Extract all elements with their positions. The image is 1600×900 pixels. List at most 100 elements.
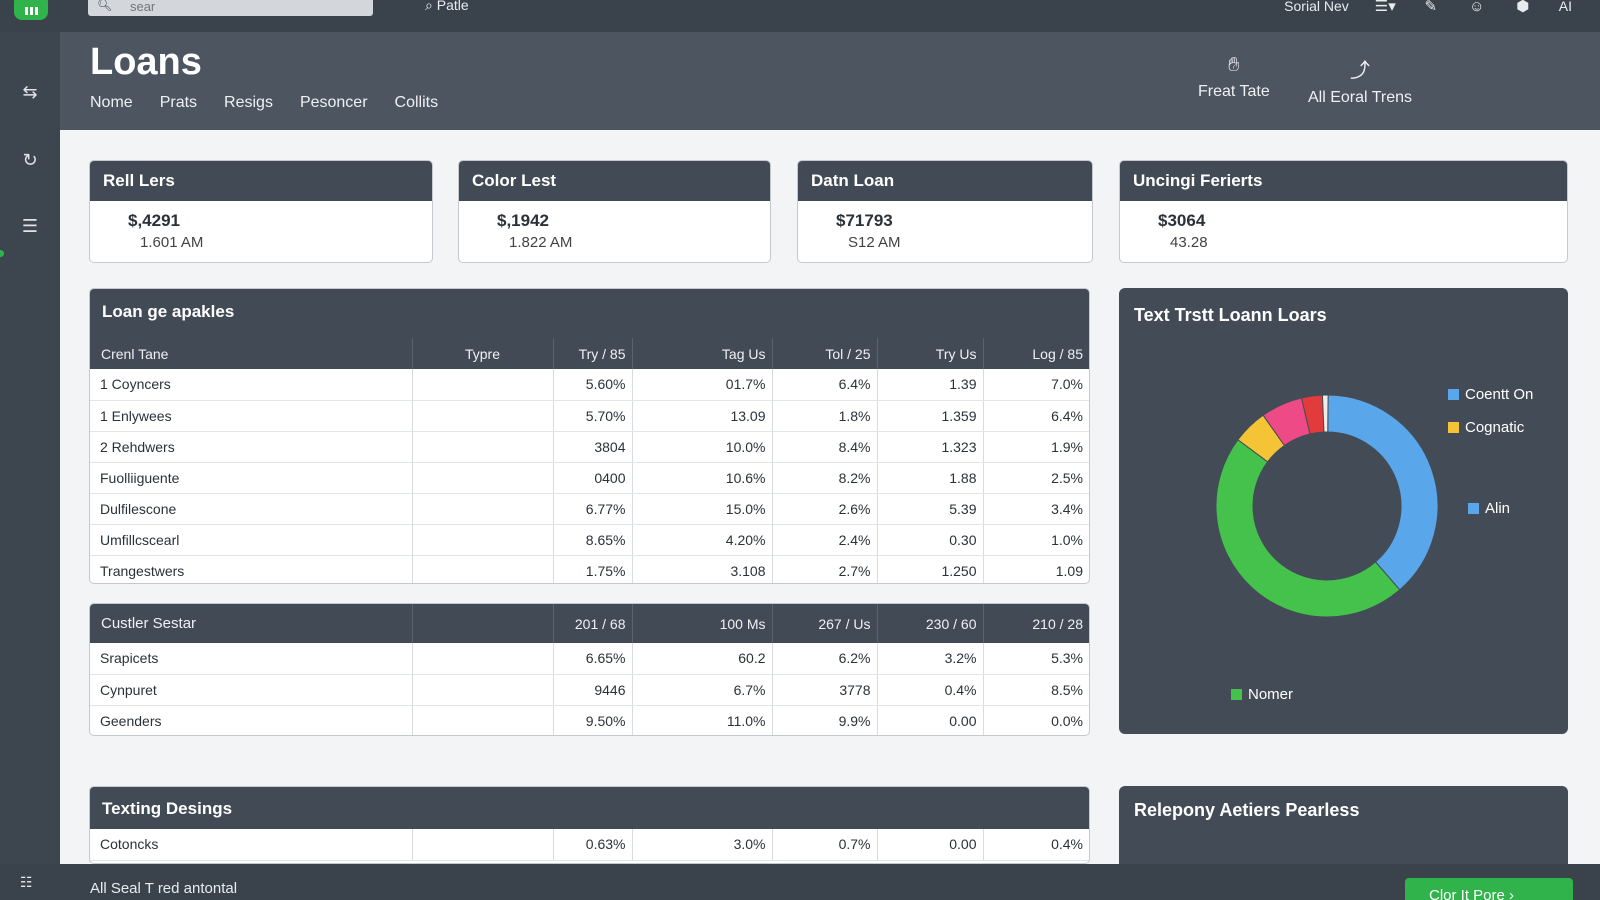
table-cell xyxy=(412,400,554,432)
table-cell: 1.75% xyxy=(553,555,633,583)
shield-icon[interactable]: ⬢ xyxy=(1516,0,1530,15)
column-header[interactable]: Tol / 25 xyxy=(772,338,878,369)
legend-item[interactable]: Alin xyxy=(1468,500,1510,517)
table-cell: Geenders xyxy=(90,705,413,735)
table-cell: 2.5% xyxy=(983,462,1089,494)
nav-item[interactable]: Nome xyxy=(90,94,133,111)
table-row[interactable]: Cynpuret 9446 6.7% 3778 0.4% 8.5% xyxy=(90,674,1089,706)
table-row[interactable]: Srapicets 6.65% 60.2 6.2% 3.2% 5.3% xyxy=(90,643,1089,675)
legend-item[interactable]: Coentt On xyxy=(1448,386,1533,403)
nav-item[interactable]: Resigs xyxy=(224,94,273,111)
donut-slice[interactable] xyxy=(1215,439,1401,618)
table-row[interactable]: Umfillcscearl 8.65% 4.20% 2.4% 0.30 1.0% xyxy=(90,524,1089,556)
cluster-table: Custler Sestar 201 / 68 100 Ms 267 / Us … xyxy=(90,604,1089,735)
donut-slice[interactable] xyxy=(1321,394,1329,433)
legend-item[interactable]: Nomer xyxy=(1231,686,1293,703)
table-cell: 2.6% xyxy=(772,493,878,525)
table-cell: 1.359 xyxy=(877,400,984,432)
card-value: $71793 xyxy=(836,211,893,230)
app-logo[interactable] xyxy=(14,0,48,20)
legend-swatch xyxy=(1448,389,1459,400)
hand-icon: ✋︎ xyxy=(1228,54,1240,76)
table-cell: 9.50% xyxy=(553,705,633,735)
legend-swatch xyxy=(1448,422,1459,433)
card-title: Color Lest xyxy=(459,161,770,201)
search-input[interactable] xyxy=(118,0,358,16)
grid-icon[interactable]: ☷ xyxy=(20,874,33,890)
legend-label: Coentt On xyxy=(1465,386,1534,403)
table-cell: 3.108 xyxy=(632,555,773,583)
card-subtext: 1.601 AM xyxy=(140,234,204,251)
table-row[interactable]: 2 Rehdwers 3804 10.0% 8.4% 1.323 1.9% xyxy=(90,431,1089,463)
table-cell: 6.7% xyxy=(632,674,773,706)
column-header[interactable]: Crenl Tane xyxy=(90,338,413,369)
card-title: Datn Loan xyxy=(798,161,1092,201)
user-icon[interactable]: ☺ xyxy=(1469,0,1485,15)
transfer-icon[interactable]: ⇆ xyxy=(22,82,38,102)
page-header: Loans Nome Prats Resigs Pesoncer Collits… xyxy=(60,32,1600,130)
legend-label: Nomer xyxy=(1248,686,1294,703)
treat-button[interactable]: ✋︎ Freat Tate xyxy=(1198,54,1270,101)
table-cell: Srapicets xyxy=(90,643,413,675)
avatar[interactable]: AI xyxy=(1558,0,1572,14)
table-row[interactable]: 1 Coyncers 5.60% 01.7% 6.4% 1.39 7.0% xyxy=(90,369,1089,401)
all-trends-button[interactable]: ⤴ All Eoral Trens xyxy=(1308,54,1412,107)
loan-table: Crenl Tane Typre Try / 85 Tag Us Tol / 2… xyxy=(90,338,1089,583)
legend-label: Alin xyxy=(1485,500,1511,517)
legend-item[interactable]: Cognatic xyxy=(1448,419,1524,436)
table-cell xyxy=(412,493,554,525)
column-header[interactable]: 100 Ms xyxy=(632,604,773,643)
table-cell: 6.77% xyxy=(553,493,633,525)
table-row[interactable]: Cotoncks 0.63% 3.0% 0.7% 0.00 0.4% xyxy=(90,829,1089,861)
column-header[interactable]: Try Us xyxy=(877,338,984,369)
table-row[interactable]: Trangestwers 1.75% 3.108 2.7% 1.250 1.09 xyxy=(90,555,1089,583)
nav-item[interactable]: Collits xyxy=(394,94,439,111)
table-row[interactable]: Geenders 9.50% 11.0% 9.9% 0.00 0.0% xyxy=(90,705,1089,735)
nav-item[interactable]: Pesoncer xyxy=(299,94,368,111)
table-cell: 10.6% xyxy=(632,462,773,494)
summary-card[interactable]: Color Lest $,1942 1.822 AM xyxy=(458,160,771,263)
column-header[interactable]: Custler Sestar xyxy=(90,604,413,643)
top-bar: 🔍︎ ⌕ Patle Sorial Nev ☰▾ ✎ ☺ ⬢ AI xyxy=(0,0,1600,32)
search-box[interactable]: 🔍︎ xyxy=(88,0,373,16)
page-search-link[interactable]: ⌕ Patle xyxy=(425,0,469,14)
column-header xyxy=(412,604,554,643)
table-cell: 1 Coyncers xyxy=(90,369,413,401)
refresh-icon[interactable]: ↻ xyxy=(22,150,38,170)
column-header[interactable]: 210 / 28 xyxy=(983,604,1089,643)
table-cell: 2.7% xyxy=(772,555,878,583)
footer-bar: ☷ All Seal T red antontal Clor It Pore › xyxy=(0,864,1600,900)
table-cell: 1.88 xyxy=(877,462,984,494)
column-header[interactable]: 230 / 60 xyxy=(877,604,984,643)
card-subtext: S12 AM xyxy=(848,234,901,251)
table-cell: Cotoncks xyxy=(90,829,413,861)
table-cell: 0.4% xyxy=(877,674,984,706)
user-label[interactable]: Sorial Nev xyxy=(1284,0,1349,14)
column-header[interactable]: Try / 85 xyxy=(553,338,633,369)
column-header[interactable]: Typre xyxy=(412,338,554,369)
table-row[interactable]: Dulfilescone 6.77% 15.0% 2.6% 5.39 3.4% xyxy=(90,493,1089,525)
card-title: Rell Lers xyxy=(90,161,432,201)
column-header[interactable]: 267 / Us xyxy=(772,604,878,643)
table-cell: 8.65% xyxy=(553,524,633,556)
summary-card[interactable]: Uncingi Ferierts $3064 43.28 xyxy=(1119,160,1568,263)
table-cell: Fuolliiguente xyxy=(90,462,413,494)
search-icon: 🔍︎ xyxy=(97,0,113,12)
column-header[interactable]: 201 / 68 xyxy=(553,604,633,643)
column-header[interactable]: Log / 85 xyxy=(983,338,1089,369)
table-cell: 13.09 xyxy=(632,400,773,432)
table-row[interactable]: Fuolliiguente 0400 10.6% 8.2% 1.88 2.5% xyxy=(90,462,1089,494)
nav-item[interactable]: Prats xyxy=(159,94,198,111)
all-trends-label: All Eoral Trens xyxy=(1308,89,1413,106)
cluster-table-panel: Custler Sestar 201 / 68 100 Ms 267 / Us … xyxy=(89,603,1090,736)
summary-card[interactable]: Datn Loan $71793 S12 AM xyxy=(797,160,1093,263)
donut-slice[interactable] xyxy=(1327,394,1439,591)
table-row[interactable]: 1 Enlywees 5.70% 13.09 1.8% 1.359 6.4% xyxy=(90,400,1089,432)
pencil-icon[interactable]: ✎ xyxy=(1424,0,1438,15)
table-cell xyxy=(412,705,554,735)
list-icon[interactable]: ☰ xyxy=(21,216,39,236)
list-menu-icon[interactable]: ☰▾ xyxy=(1374,0,1396,15)
column-header[interactable]: Tag Us xyxy=(632,338,773,369)
summary-card[interactable]: Rell Lers $,4291 1.601 AM xyxy=(89,160,433,263)
footer-action-button[interactable]: Clor It Pore › xyxy=(1405,878,1573,900)
